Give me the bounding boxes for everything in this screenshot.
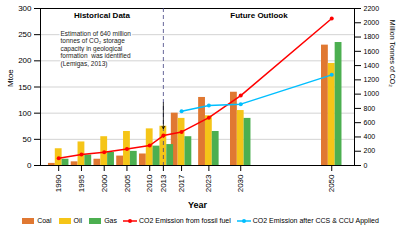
svg-text:50: 50 <box>23 135 32 144</box>
html-text:Gas: Gas <box>104 217 117 224</box>
svg-text:0: 0 <box>27 161 32 170</box>
svg-text:0: 0 <box>364 162 368 169</box>
svg-text:1600: 1600 <box>364 48 380 55</box>
svg-text:2050: 2050 <box>327 174 336 192</box>
svg-text:Historical Data: Historical Data <box>74 11 131 20</box>
svg-text:2030: 2030 <box>236 174 245 192</box>
svg-text:2010: 2010 <box>145 174 154 192</box>
svg-text:200: 200 <box>18 56 32 65</box>
html-text:Coal: Coal <box>37 217 52 224</box>
svg-text:800: 800 <box>364 105 376 112</box>
svg-text:1995: 1995 <box>77 174 86 192</box>
svg-text:1400: 1400 <box>364 62 380 69</box>
svg-text:2017: 2017 <box>177 174 186 192</box>
svg-text:300: 300 <box>18 4 32 13</box>
svg-text:1000: 1000 <box>364 90 380 97</box>
svg-text:2013: 2013 <box>159 174 168 192</box>
svg-text:600: 600 <box>364 119 376 126</box>
svg-text:250: 250 <box>18 30 32 39</box>
svg-text:2200: 2200 <box>364 5 380 12</box>
svg-text:Mtoe: Mtoe <box>6 69 15 87</box>
svg-text:Future Outlook: Future Outlook <box>230 11 288 20</box>
svg-text:Million Tonnes of CO₂: Million Tonnes of CO₂ <box>389 20 396 87</box>
svg-text:150: 150 <box>18 83 32 92</box>
svg-text:2000: 2000 <box>364 19 380 26</box>
svg-text:Estimation of 640 milliontonne: Estimation of 640 milliontonnes of CO₂ s… <box>61 30 132 68</box>
svg-text:100: 100 <box>18 109 32 118</box>
svg-text:200: 200 <box>364 147 376 154</box>
svg-text:1800: 1800 <box>364 33 380 40</box>
svg-text:1200: 1200 <box>364 76 380 83</box>
svg-text:400: 400 <box>364 133 376 140</box>
svg-text:2005: 2005 <box>123 174 132 192</box>
svg-text:1990: 1990 <box>54 174 63 192</box>
svg-text:2000: 2000 <box>100 174 109 192</box>
html-text:CO2 Emission after CCS & CCU A: CO2 Emission after CCS & CCU Applied <box>252 217 379 224</box>
svg-text:Year: Year <box>188 200 208 210</box>
html-text:Oil: Oil <box>73 217 83 224</box>
html-text:CO2 Emission from fossil fuel: CO2 Emission from fossil fuel <box>139 217 231 224</box>
svg-text:2023: 2023 <box>204 174 213 192</box>
